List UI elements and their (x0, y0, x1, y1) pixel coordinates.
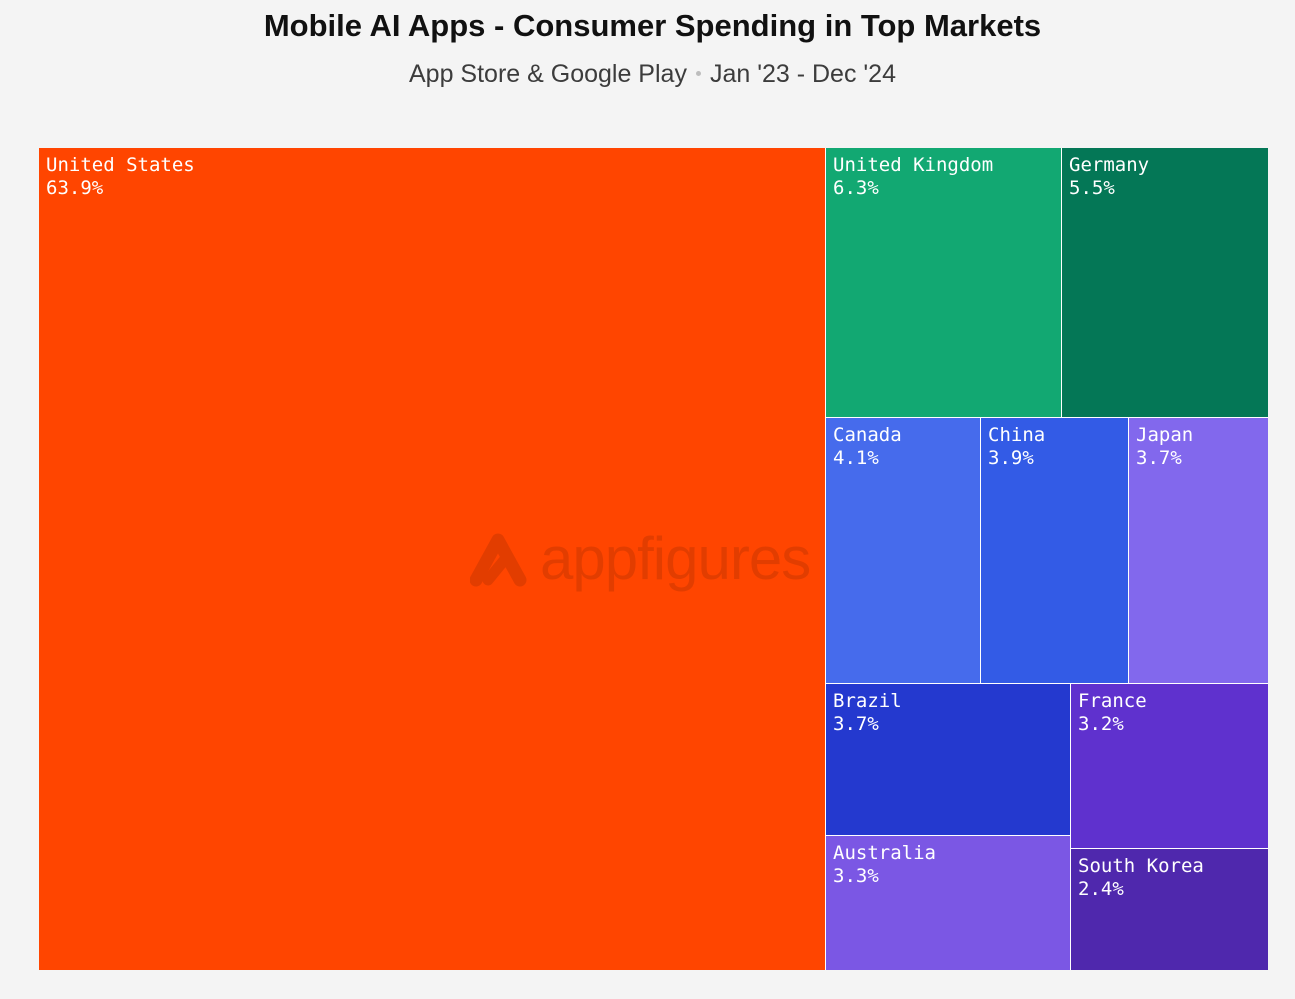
treemap-tile-united-states[interactable]: United States 63.9% (39, 148, 825, 970)
treemap-tile-china[interactable]: China 3.9% (980, 417, 1128, 683)
tile-value: 3.7% (833, 713, 879, 735)
tile-value: 4.1% (833, 447, 879, 469)
treemap-tile-united-kingdom[interactable]: United Kingdom 6.3% (825, 148, 1061, 417)
tile-value: 3.3% (833, 865, 879, 887)
chart-subtitle: App Store & Google Play Jan '23 - Dec '24 (0, 60, 1295, 89)
subtitle-platforms: App Store & Google Play (409, 60, 687, 88)
chart-title: Mobile AI Apps - Consumer Spending in To… (263, 8, 1042, 43)
tile-label: Canada (833, 424, 902, 446)
tile-label: Brazil (833, 690, 902, 712)
tile-value: 6.3% (833, 177, 879, 199)
tile-label: Japan (1136, 424, 1194, 446)
tile-label: United States (46, 154, 195, 176)
tile-value: 3.7% (1136, 447, 1182, 469)
tile-label: France (1078, 690, 1147, 712)
tile-value: 2.4% (1078, 878, 1124, 900)
treemap-tile-germany[interactable]: Germany 5.5% (1061, 148, 1268, 417)
treemap-tile-canada[interactable]: Canada 4.1% (825, 417, 980, 683)
tile-value: 3.2% (1078, 713, 1124, 735)
tile-value: 5.5% (1069, 177, 1115, 199)
tile-value: 63.9% (46, 177, 104, 199)
treemap-tile-south-korea[interactable]: South Korea 2.4% (1070, 848, 1268, 970)
tile-label: United Kingdom (833, 154, 994, 176)
subtitle-date-range: Jan '23 - Dec '24 (709, 60, 896, 88)
tile-label: South Korea (1078, 855, 1204, 877)
tile-label: Germany (1069, 154, 1150, 176)
treemap-chart: United States 63.9% United Kingdom 6.3% Germ… (39, 148, 1268, 970)
tile-value: 3.9% (988, 447, 1034, 469)
tile-label: China (988, 424, 1046, 446)
treemap-tile-japan[interactable]: Japan 3.7% (1128, 417, 1268, 683)
treemap-tile-australia[interactable]: Australia 3.3% (825, 835, 1070, 970)
treemap-tile-brazil[interactable]: Brazil 3.7% (825, 683, 1070, 835)
separator-dot (695, 70, 701, 76)
treemap-tile-france[interactable]: France 3.2% (1070, 683, 1268, 848)
tile-label: Australia (833, 842, 936, 864)
